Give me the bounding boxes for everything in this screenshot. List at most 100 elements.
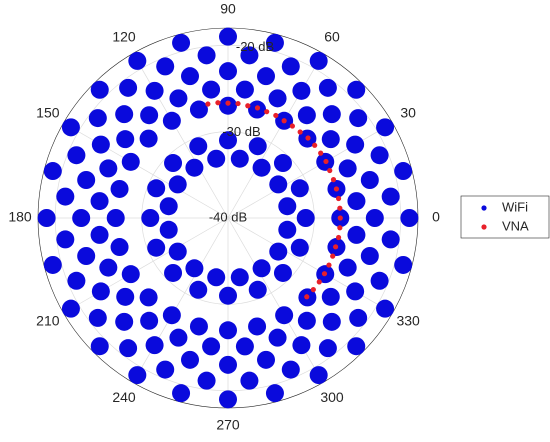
point [215, 100, 221, 106]
theta-grid-line [227, 122, 393, 219]
point [365, 209, 384, 227]
point [88, 308, 107, 327]
point [252, 158, 271, 177]
point [318, 150, 324, 156]
point [207, 268, 226, 287]
theta-grid-line [227, 53, 324, 219]
point [347, 225, 366, 244]
point [330, 177, 337, 183]
point [43, 162, 62, 181]
point [72, 209, 91, 227]
point [219, 390, 237, 409]
point [128, 366, 147, 385]
point [305, 135, 311, 141]
point [337, 225, 343, 231]
point [172, 33, 191, 52]
point [304, 294, 310, 300]
point [168, 175, 187, 194]
point [207, 149, 226, 168]
point [333, 244, 339, 250]
point [278, 197, 297, 216]
point [116, 130, 135, 149]
point [128, 51, 147, 70]
point [67, 146, 86, 165]
point [292, 336, 311, 355]
point [119, 78, 138, 97]
r-tick-label: -30 dB [222, 124, 260, 139]
point [370, 271, 389, 290]
point [289, 123, 295, 129]
theta-tick-label: 180 [8, 209, 32, 225]
point [99, 159, 118, 178]
point [347, 337, 366, 356]
legend-marker [481, 224, 487, 230]
point [77, 246, 96, 265]
point [248, 317, 267, 336]
point [240, 46, 259, 65]
point [273, 154, 292, 173]
point [312, 142, 318, 148]
point [162, 306, 181, 325]
point [347, 192, 366, 211]
point [321, 130, 340, 149]
point [56, 187, 75, 206]
point [394, 162, 413, 181]
point [296, 209, 315, 227]
theta-grid-line [227, 217, 393, 314]
point [269, 242, 288, 261]
point [219, 286, 237, 305]
point [115, 105, 134, 124]
point [43, 255, 62, 274]
point [360, 246, 379, 265]
point [185, 158, 204, 177]
point [335, 234, 342, 241]
point [273, 263, 292, 282]
point [106, 209, 125, 227]
point [219, 27, 237, 46]
point [335, 195, 342, 202]
point [115, 312, 134, 331]
theta-grid-line [227, 217, 324, 383]
point [327, 167, 333, 174]
point [169, 89, 188, 108]
r-tick-label: -20 dB [236, 39, 274, 54]
point [168, 242, 187, 261]
point [169, 328, 188, 347]
point [346, 282, 365, 301]
point [323, 158, 329, 165]
point [346, 135, 365, 154]
point [337, 215, 343, 221]
point [90, 337, 109, 356]
point [381, 230, 400, 249]
theta-tick-label: 210 [36, 313, 60, 329]
point [268, 328, 287, 347]
point [347, 80, 366, 99]
point [275, 306, 294, 325]
point [330, 253, 336, 259]
point [309, 366, 328, 385]
point [202, 337, 221, 356]
point [181, 67, 200, 86]
point [376, 118, 395, 137]
point [256, 67, 275, 86]
point [197, 371, 216, 390]
theta-grid-line [132, 217, 229, 383]
point [265, 33, 284, 52]
point [349, 109, 368, 128]
point [297, 106, 316, 125]
point [273, 112, 279, 119]
point [56, 230, 75, 249]
point [381, 187, 400, 206]
point [321, 271, 328, 277]
point [181, 350, 200, 369]
point [370, 146, 389, 165]
point [326, 262, 332, 268]
point [235, 100, 241, 107]
point [230, 268, 249, 287]
point [145, 81, 164, 100]
legend-box [460, 195, 550, 239]
point [189, 100, 208, 119]
point [110, 238, 129, 257]
point [162, 111, 181, 130]
point [316, 279, 322, 285]
